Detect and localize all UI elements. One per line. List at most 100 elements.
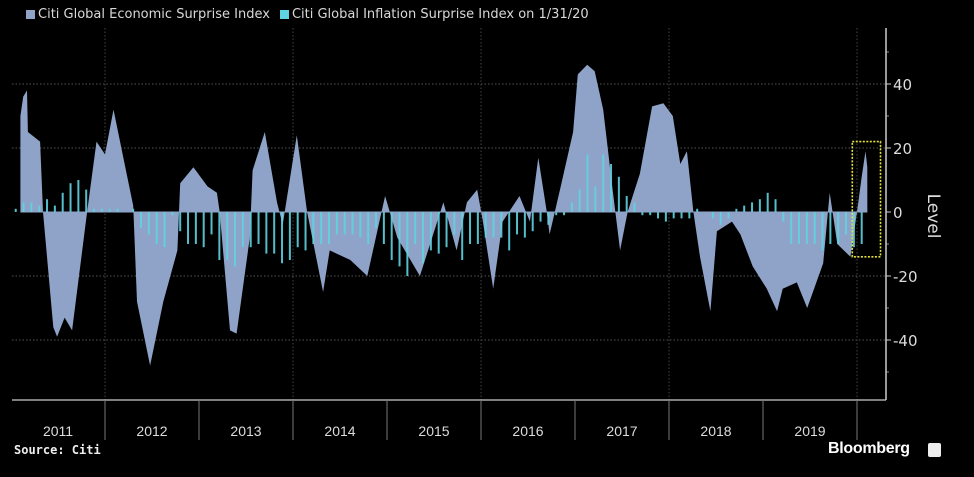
- inflation-bar: [194, 212, 197, 244]
- inflation-bar: [821, 212, 824, 251]
- inflation-bar: [829, 212, 832, 244]
- x-tick-label: 2017: [606, 423, 637, 439]
- inflation-bar: [845, 212, 848, 235]
- inflation-bar: [53, 205, 56, 212]
- inflation-bar: [617, 176, 620, 212]
- legend: Citi Global Economic Surprise Index Citi…: [26, 7, 589, 22]
- inflation-bar: [22, 202, 25, 212]
- legend-swatch-inflation: [279, 10, 289, 19]
- y-axis-label: Level: [923, 194, 943, 239]
- inflation-bar: [296, 212, 299, 248]
- economic-surprise-area: [20, 64, 868, 366]
- inflation-bar: [743, 205, 746, 212]
- inflation-bar: [351, 212, 354, 235]
- x-tick-label: 2019: [794, 423, 825, 439]
- inflation-bar: [727, 212, 730, 219]
- inflation-bar: [108, 208, 111, 212]
- inflation-bar: [155, 212, 158, 244]
- inflation-bar: [288, 212, 291, 260]
- inflation-bar: [516, 212, 519, 235]
- legend-swatch-economic: [26, 10, 35, 19]
- inflation-bar: [539, 212, 542, 222]
- inflation-bar: [547, 212, 550, 225]
- x-tick-label: 2015: [418, 423, 449, 439]
- inflation-bar: [312, 212, 315, 244]
- inflation-bar: [649, 212, 652, 216]
- inflation-bar: [563, 212, 566, 216]
- inflation-bar: [367, 212, 370, 244]
- inflation-bar: [265, 212, 268, 254]
- inflation-bar: [476, 212, 479, 244]
- inflation-bar: [140, 212, 143, 228]
- inflation-bar: [696, 208, 699, 212]
- inflation-bar: [429, 212, 432, 251]
- inflation-bar: [132, 208, 135, 212]
- inflation-bar: [241, 212, 244, 248]
- inflation-bar: [171, 212, 174, 216]
- highlight-box: [851, 140, 882, 258]
- inflation-bar: [719, 212, 722, 225]
- inflation-bar: [281, 212, 284, 264]
- x-tick-label: 2011: [43, 423, 73, 439]
- inflation-bar: [163, 212, 166, 248]
- inflation-bar: [179, 212, 182, 232]
- inflation-bar: [257, 212, 260, 244]
- legend-label-economic: Citi Global Economic Surprise Index: [38, 7, 270, 22]
- inflation-bar: [375, 212, 378, 228]
- inflation-bar: [116, 208, 119, 212]
- inflation-bar: [61, 192, 64, 212]
- inflation-bar: [735, 208, 738, 212]
- inflation-bar: [657, 212, 660, 219]
- inflation-bar: [672, 212, 675, 219]
- bloomberg-logo: Bloomberg: [828, 440, 910, 457]
- inflation-bar: [492, 212, 495, 238]
- inflation-bar: [680, 212, 683, 219]
- inflation-bar: [860, 212, 863, 244]
- inflation-bar: [555, 212, 558, 216]
- legend-item-economic: Citi Global Economic Surprise Index: [26, 7, 270, 22]
- inflation-bar: [320, 212, 323, 244]
- inflation-bar: [484, 212, 487, 238]
- inflation-bar: [664, 212, 667, 222]
- inflation-bar: [335, 212, 338, 235]
- inflation-bar: [359, 212, 362, 238]
- inflation-bar: [469, 212, 472, 244]
- inflation-bar: [625, 196, 628, 212]
- inflation-bar: [602, 154, 605, 212]
- inflation-bar: [69, 183, 72, 212]
- inflation-bar: [633, 202, 636, 212]
- y-tick-label: 40: [893, 76, 912, 94]
- x-tick-label: 2014: [324, 423, 355, 439]
- bloomberg-chat-icon: [928, 443, 941, 457]
- inflation-bar: [100, 208, 103, 212]
- inflation-bar: [805, 212, 808, 244]
- x-tick-label: 2016: [512, 423, 543, 439]
- inflation-bar: [594, 186, 597, 212]
- inflation-bar: [210, 212, 213, 235]
- inflation-bar: [813, 212, 816, 244]
- inflation-bar: [500, 212, 503, 238]
- inflation-bar: [523, 212, 526, 238]
- inflation-bar: [202, 212, 205, 248]
- y-tick-label: -40: [893, 332, 918, 350]
- inflation-bar: [578, 189, 581, 212]
- inflation-bar: [390, 212, 393, 260]
- inflation-bar: [586, 154, 589, 212]
- inflation-bar: [93, 208, 96, 212]
- inflation-bar: [304, 212, 307, 251]
- inflation-bar: [774, 199, 777, 212]
- legend-label-inflation: Citi Global Inflation Surprise Index on …: [291, 7, 589, 22]
- inflation-bar: [782, 212, 785, 222]
- inflation-bar: [218, 212, 221, 260]
- inflation-bar: [249, 212, 252, 248]
- inflation-bar: [38, 205, 41, 212]
- inflation-bar: [711, 212, 714, 219]
- inflation-bar: [641, 212, 644, 216]
- inflation-bar: [382, 212, 385, 244]
- inflation-bar: [570, 202, 573, 212]
- inflation-bar: [437, 212, 440, 254]
- inflation-bar: [422, 212, 425, 264]
- inflation-bar: [85, 189, 88, 212]
- inflation-bar: [758, 199, 761, 212]
- inflation-bar: [226, 212, 229, 260]
